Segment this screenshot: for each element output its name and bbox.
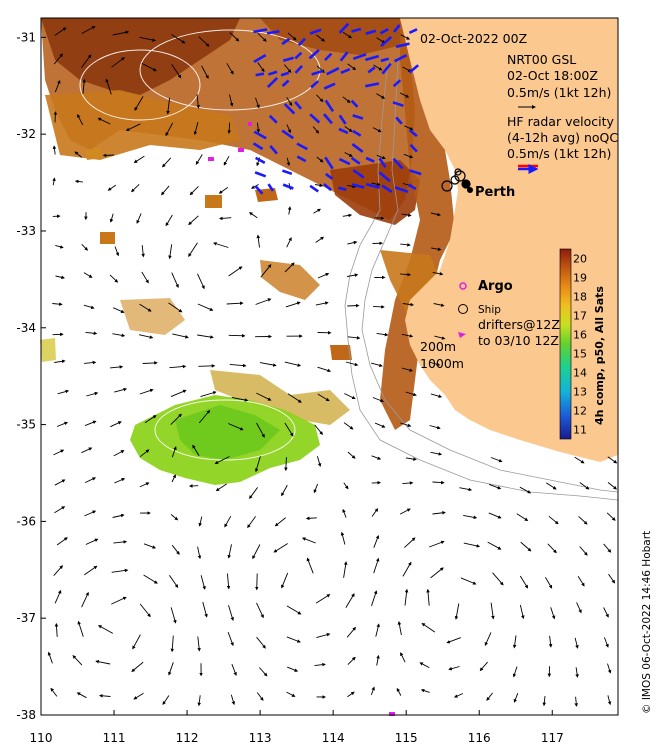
colorbar-tick: 16 bbox=[573, 329, 587, 342]
header-datetime: 02-Oct-2022 00Z bbox=[420, 31, 527, 46]
y-tick-label: -33 bbox=[16, 224, 36, 238]
legend-drifters-2: to 03/10 12Z bbox=[478, 333, 559, 348]
y-tick-label: -32 bbox=[16, 127, 36, 141]
y-tick-label: -34 bbox=[16, 321, 36, 335]
legend-ship: Ship bbox=[478, 304, 501, 316]
colorbar-tick: 20 bbox=[573, 253, 587, 266]
y-tick-label: -36 bbox=[16, 514, 36, 528]
colorbar-tick: 14 bbox=[573, 367, 587, 380]
legend-isobath-1: 200m bbox=[420, 339, 456, 354]
header-hf-avg: (4-12h avg) noQC bbox=[507, 130, 618, 145]
colorbar-scale bbox=[560, 249, 571, 439]
legend-drifters-1: drifters@12Z bbox=[478, 317, 560, 332]
x-tick-label: 114 bbox=[322, 731, 345, 745]
current-vector bbox=[55, 112, 56, 122]
header-product: NRT00 GSL bbox=[507, 52, 576, 67]
x-tick-label: 111 bbox=[103, 731, 126, 745]
current-vector bbox=[347, 306, 358, 307]
current-vector bbox=[229, 335, 245, 336]
hf-radar-vector bbox=[256, 74, 264, 75]
credit-text: © IMOS 06-Oct-2022 14:46 Hobart bbox=[641, 531, 653, 714]
header-hf-title: HF radar velocity bbox=[507, 114, 615, 129]
header-hf-scale: 0.5m/s (1kt 12h) bbox=[507, 146, 611, 161]
header-product-time: 02-Oct 18:00Z bbox=[507, 68, 598, 83]
x-tick-label: 117 bbox=[541, 731, 564, 745]
current-vector bbox=[257, 574, 258, 590]
x-tick-label: 113 bbox=[249, 731, 272, 745]
y-tick-label: -35 bbox=[16, 418, 36, 432]
current-vector bbox=[198, 366, 214, 367]
colorbar-tick: 15 bbox=[573, 348, 587, 361]
x-tick-label: 116 bbox=[468, 731, 491, 745]
header-current-scale: 0.5m/s (1kt 12h) bbox=[507, 85, 611, 100]
x-tick-label: 115 bbox=[395, 731, 418, 745]
current-vector bbox=[104, 155, 114, 156]
x-tick-label: 112 bbox=[176, 731, 199, 745]
colorbar-tick: 18 bbox=[573, 291, 587, 304]
legend-isobath-2: 1000m bbox=[420, 356, 464, 371]
perth-marker bbox=[467, 187, 473, 193]
colorbar-label: 4h comp, p50, All Sats bbox=[593, 286, 606, 425]
current-vector bbox=[286, 457, 287, 470]
y-tick-label: -37 bbox=[16, 611, 36, 625]
x-tick-label: 110 bbox=[30, 731, 53, 745]
y-tick-label: -38 bbox=[16, 708, 36, 722]
y-tick-label: -31 bbox=[16, 30, 36, 44]
place-label-perth: Perth bbox=[475, 185, 515, 200]
colorbar-tick: 12 bbox=[573, 405, 587, 418]
legend-argo: Argo bbox=[478, 279, 513, 294]
current-vector bbox=[372, 483, 380, 484]
colorbar-tick: 11 bbox=[573, 424, 587, 437]
colorbar-tick: 19 bbox=[573, 272, 587, 285]
colorbar-tick: 17 bbox=[573, 310, 587, 323]
colorbar-tick: 13 bbox=[573, 386, 587, 399]
current-vector bbox=[373, 306, 384, 307]
